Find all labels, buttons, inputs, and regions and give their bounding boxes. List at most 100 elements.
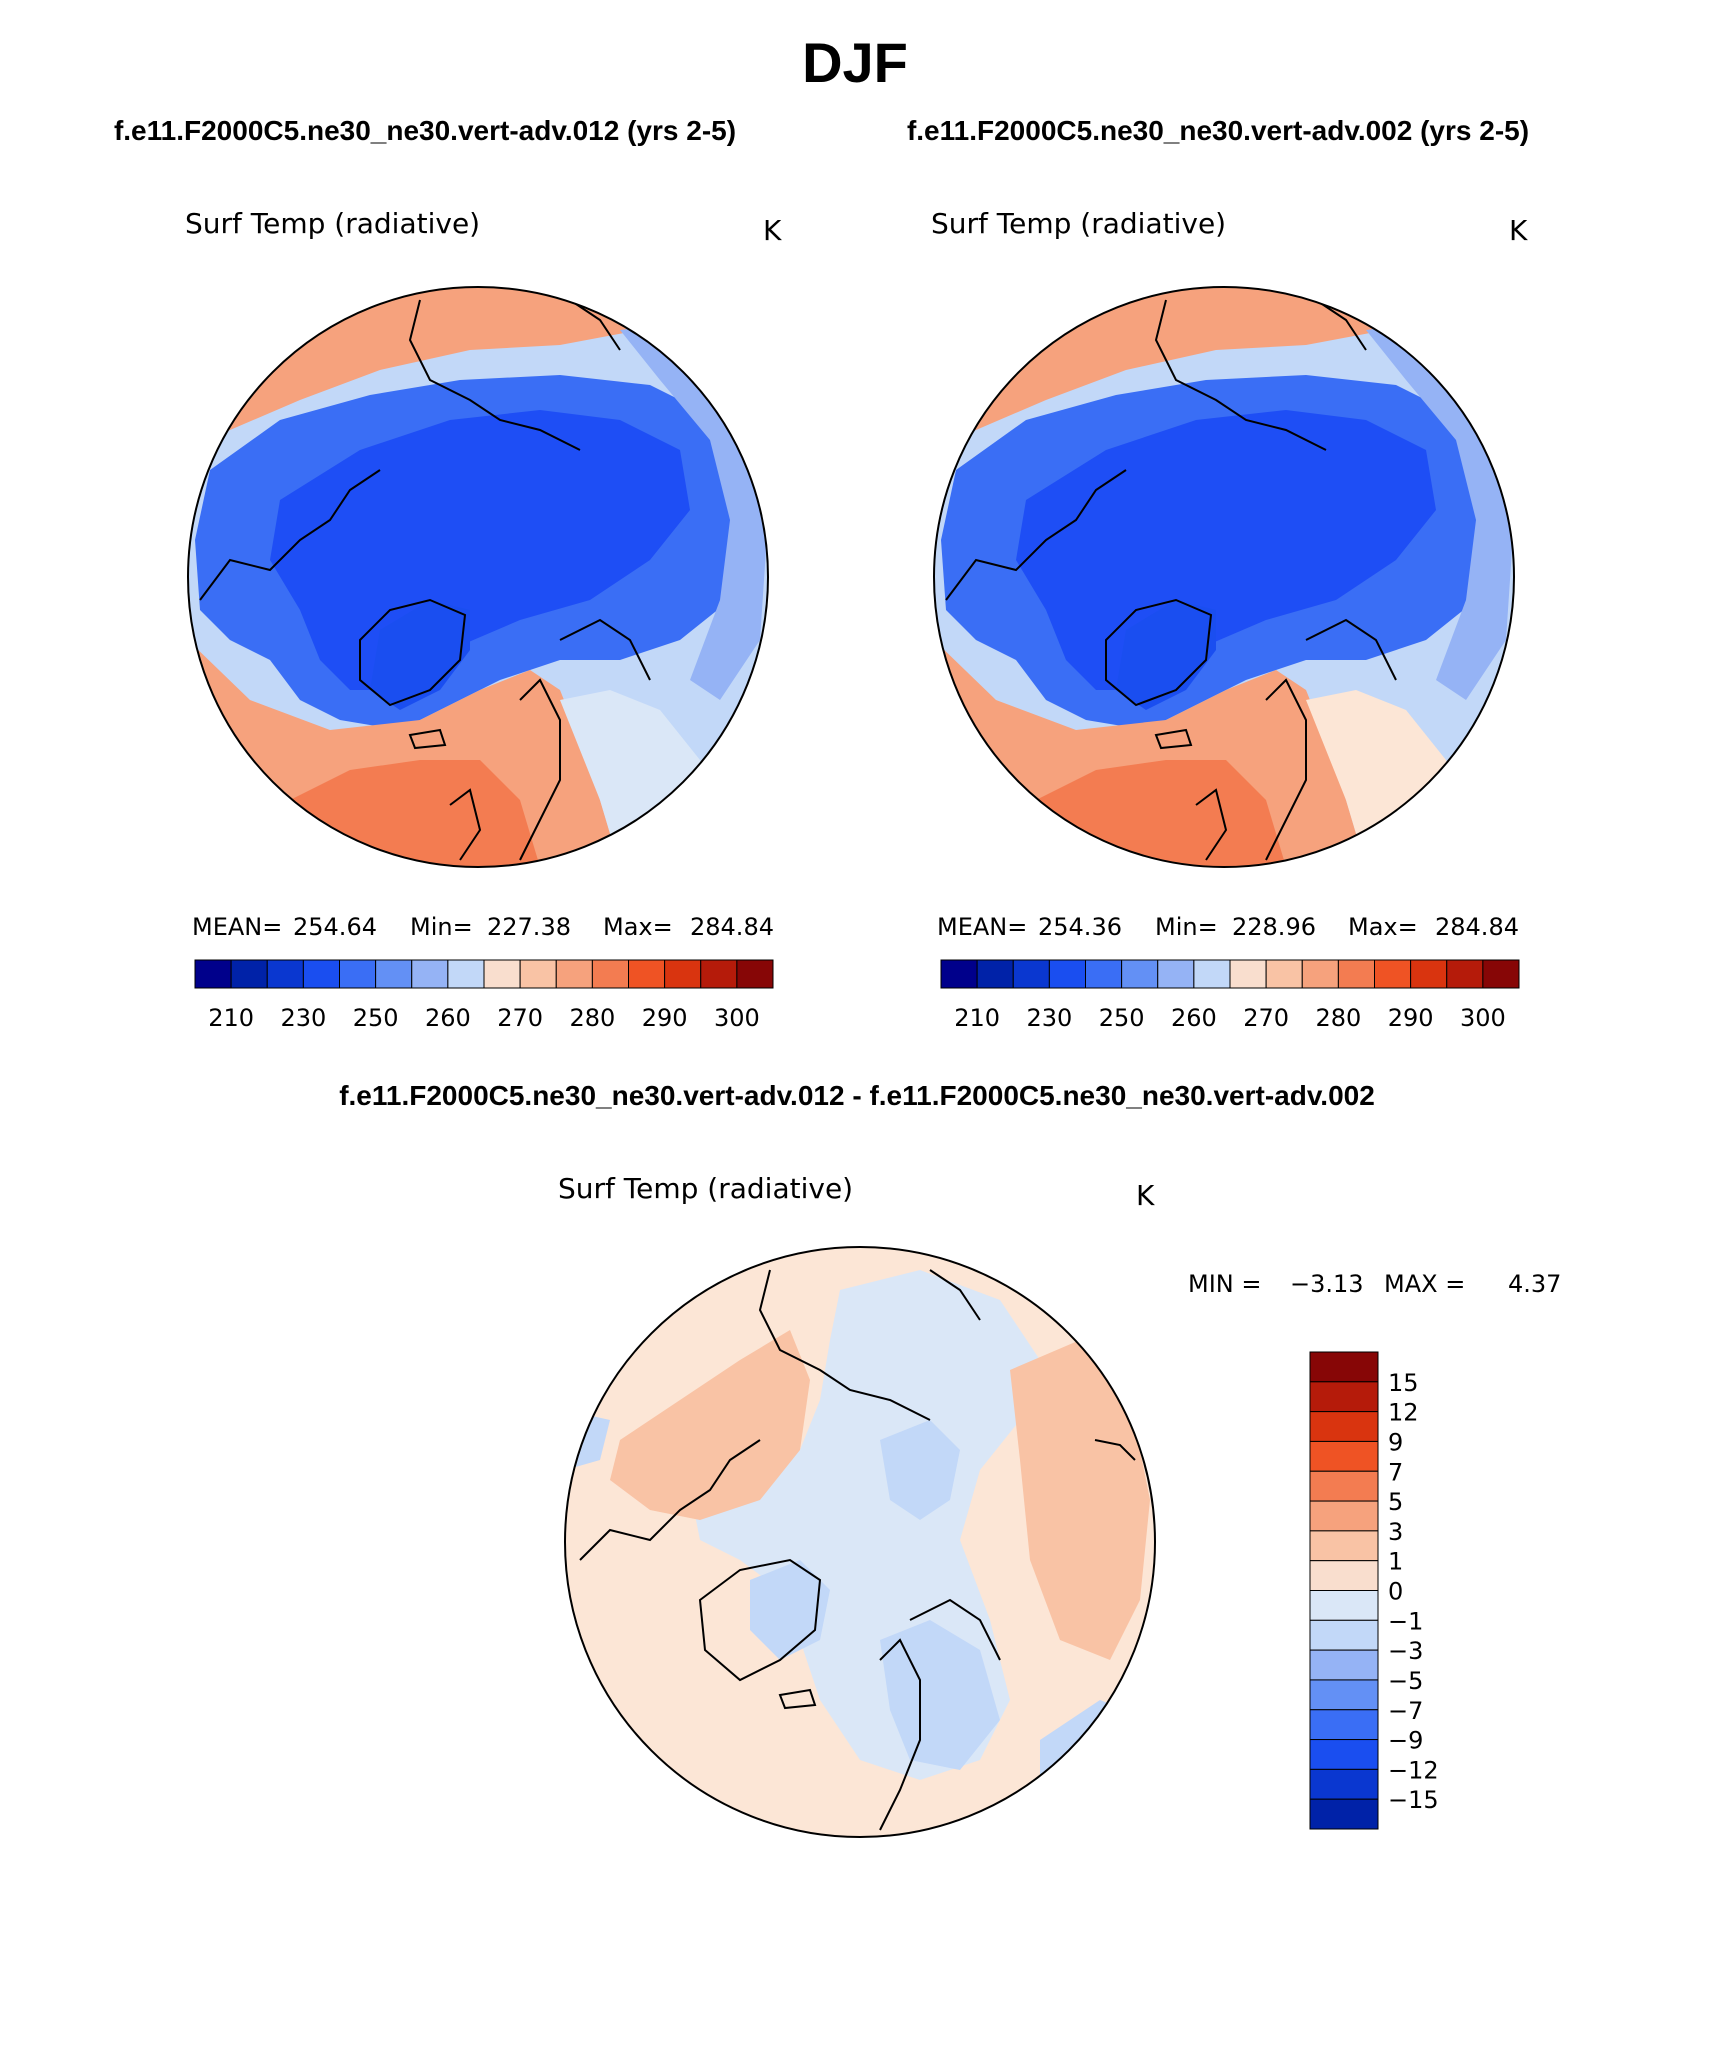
colorbar-right-swatch-14 <box>1446 959 1484 989</box>
panel-right-variable: Surf Temp (radiative) <box>931 207 1226 240</box>
colorbar-right-tick-label-3: 260 <box>1171 1004 1217 1032</box>
colorbar-left-swatch-4 <box>339 959 377 989</box>
colorbar-left: 210 230 250 260 270 280 290 300 <box>194 959 774 1032</box>
colorbar-difference-swatch-9 <box>1309 1619 1379 1651</box>
stats-right-max: 284.84 <box>1435 913 1519 941</box>
colorbar-left-tick-label-0: 210 <box>208 1004 254 1032</box>
panel-left-units: K <box>763 214 782 247</box>
panel-left-variable: Surf Temp (radiative) <box>185 207 480 240</box>
colorbar-left-swatch-13 <box>664 959 702 989</box>
colorbar-difference-tick-label-14: −15 <box>1388 1786 1439 1814</box>
stats-right-min: 228.96 <box>1232 913 1316 941</box>
colorbar-left-tick-label-5: 280 <box>569 1004 615 1032</box>
colorbar-difference-tick-label-12: −9 <box>1388 1727 1423 1755</box>
colorbar-difference-swatch-0 <box>1309 1351 1379 1383</box>
colorbar-left-tick-label-3: 260 <box>425 1004 471 1032</box>
polar-map-left <box>188 287 768 867</box>
colorbar-right-swatch-10 <box>1301 959 1339 989</box>
colorbar-difference-swatch-4 <box>1309 1470 1379 1502</box>
stats-right-min-label: Min= <box>1155 913 1218 941</box>
colorbar-left-swatch-5 <box>375 959 413 989</box>
colorbar-right-swatch-0 <box>940 959 978 989</box>
colorbar-left-tick-label-2: 250 <box>353 1004 399 1032</box>
colorbar-difference-swatch-15 <box>1309 1798 1379 1830</box>
colorbar-left-swatch-14 <box>700 959 738 989</box>
colorbar-difference-swatch-7 <box>1309 1560 1379 1591</box>
colorbar-right-swatch-1 <box>976 959 1014 989</box>
stats-right-mean-label: MEAN= <box>937 913 1027 941</box>
stats-left-max-label: Max= <box>603 913 673 941</box>
colorbar-right-swatch-12 <box>1374 959 1412 989</box>
colorbar-difference-tick-label-0: 15 <box>1388 1369 1419 1397</box>
region-very-cold-core <box>1016 410 1436 690</box>
colorbar-right-tick-label-7: 300 <box>1460 1004 1506 1032</box>
colorbar-left-tick-label-4: 270 <box>497 1004 543 1032</box>
colorbar-difference-tick-label-11: −7 <box>1388 1697 1423 1725</box>
colorbar-left-swatch-15 <box>736 959 774 989</box>
colorbar-difference-tick-label-7: 0 <box>1388 1578 1403 1606</box>
panel-right-case-title: f.e11.F2000C5.ne30_ne30.vert-adv.002 (yr… <box>907 115 1529 146</box>
map-border-right <box>933 286 1515 868</box>
colorbar-right-swatch-5 <box>1121 959 1159 989</box>
colorbar-left-tick-label-7: 300 <box>714 1004 760 1032</box>
colorbar-difference-tick-label-10: −5 <box>1388 1667 1423 1695</box>
stats-left: MEAN= 254.64 Min= 227.38 Max= 284.84 <box>192 913 774 941</box>
colorbar-right-swatch-7 <box>1193 959 1231 989</box>
coastlines <box>199 299 651 861</box>
map-border-left <box>187 286 769 868</box>
diff-units: K <box>1136 1179 1155 1212</box>
stats-left-max: 284.84 <box>690 913 774 941</box>
colorbar-difference-tick-label-2: 9 <box>1388 1428 1403 1456</box>
polar-map-right <box>934 287 1514 867</box>
colorbar-right-tick-label-0: 210 <box>954 1004 1000 1032</box>
colorbar-left-tick-label-1: 230 <box>280 1004 326 1032</box>
region-light-blue-patch <box>880 1420 960 1520</box>
colorbar-left-swatch-9 <box>519 959 557 989</box>
colorbar-right-swatch-11 <box>1337 959 1375 989</box>
colorbar-left-swatch-3 <box>302 959 340 989</box>
colorbar-right-tick-label-6: 290 <box>1388 1004 1434 1032</box>
region-greenland <box>1116 600 1216 710</box>
colorbar-right: 210 230 250 260 270 280 290 300 <box>940 959 1520 1032</box>
colorbar-difference-tick-label-6: 1 <box>1388 1548 1403 1576</box>
colorbar-left-swatch-8 <box>483 959 521 989</box>
colorbar-difference-swatch-14 <box>1309 1768 1379 1800</box>
diff-min: −3.13 <box>1290 1270 1364 1298</box>
colorbar-right-swatch-9 <box>1265 959 1303 989</box>
colorbar-right-tick-label-1: 230 <box>1026 1004 1072 1032</box>
region-very-cold-core <box>270 410 690 690</box>
colorbar-right-swatch-15 <box>1482 959 1520 989</box>
diff-min-label: MIN = <box>1188 1270 1261 1298</box>
colorbar-right-swatch-3 <box>1048 959 1086 989</box>
colorbar-difference-swatch-6 <box>1309 1530 1379 1562</box>
colorbar-difference-tick-label-1: 12 <box>1388 1399 1419 1427</box>
colorbar-right-tick-label-2: 250 <box>1099 1004 1145 1032</box>
region-light-blue-europe <box>880 1620 1000 1770</box>
colorbar-difference-swatch-10 <box>1309 1649 1379 1681</box>
colorbar-difference-swatch-13 <box>1309 1739 1379 1770</box>
colorbar-left-swatch-6 <box>411 959 449 989</box>
panel-right-units: K <box>1509 214 1528 247</box>
colorbar-difference-swatch-2 <box>1309 1411 1379 1442</box>
colorbar-difference-tick-label-9: −3 <box>1388 1637 1423 1665</box>
colorbar-difference-swatch-11 <box>1309 1679 1379 1711</box>
coastlines <box>945 299 1397 861</box>
map-border-difference <box>564 1246 1156 1838</box>
region-greenland <box>370 600 470 710</box>
colorbar-left-swatch-7 <box>447 959 485 989</box>
stats-right-mean: 254.36 <box>1038 913 1122 941</box>
stats-left-mean: 254.64 <box>293 913 377 941</box>
diff-minmax: MIN = −3.13 MAX = 4.37 <box>1188 1270 1561 1298</box>
colorbar-right-swatch-4 <box>1085 959 1123 989</box>
colorbar-right-swatch-8 <box>1229 959 1267 989</box>
colorbar-difference-tick-label-5: 3 <box>1388 1518 1403 1546</box>
colorbar-difference-tick-label-8: −1 <box>1388 1607 1423 1635</box>
stats-right-max-label: Max= <box>1348 913 1418 941</box>
colorbar-difference-swatch-8 <box>1309 1590 1379 1621</box>
colorbar-difference-tick-label-4: 5 <box>1388 1488 1403 1516</box>
region-orange-siberia <box>1010 1340 1150 1660</box>
colorbar-right-swatch-6 <box>1157 959 1195 989</box>
colorbar-left-swatch-0 <box>194 959 232 989</box>
stats-left-mean-label: MEAN= <box>192 913 282 941</box>
